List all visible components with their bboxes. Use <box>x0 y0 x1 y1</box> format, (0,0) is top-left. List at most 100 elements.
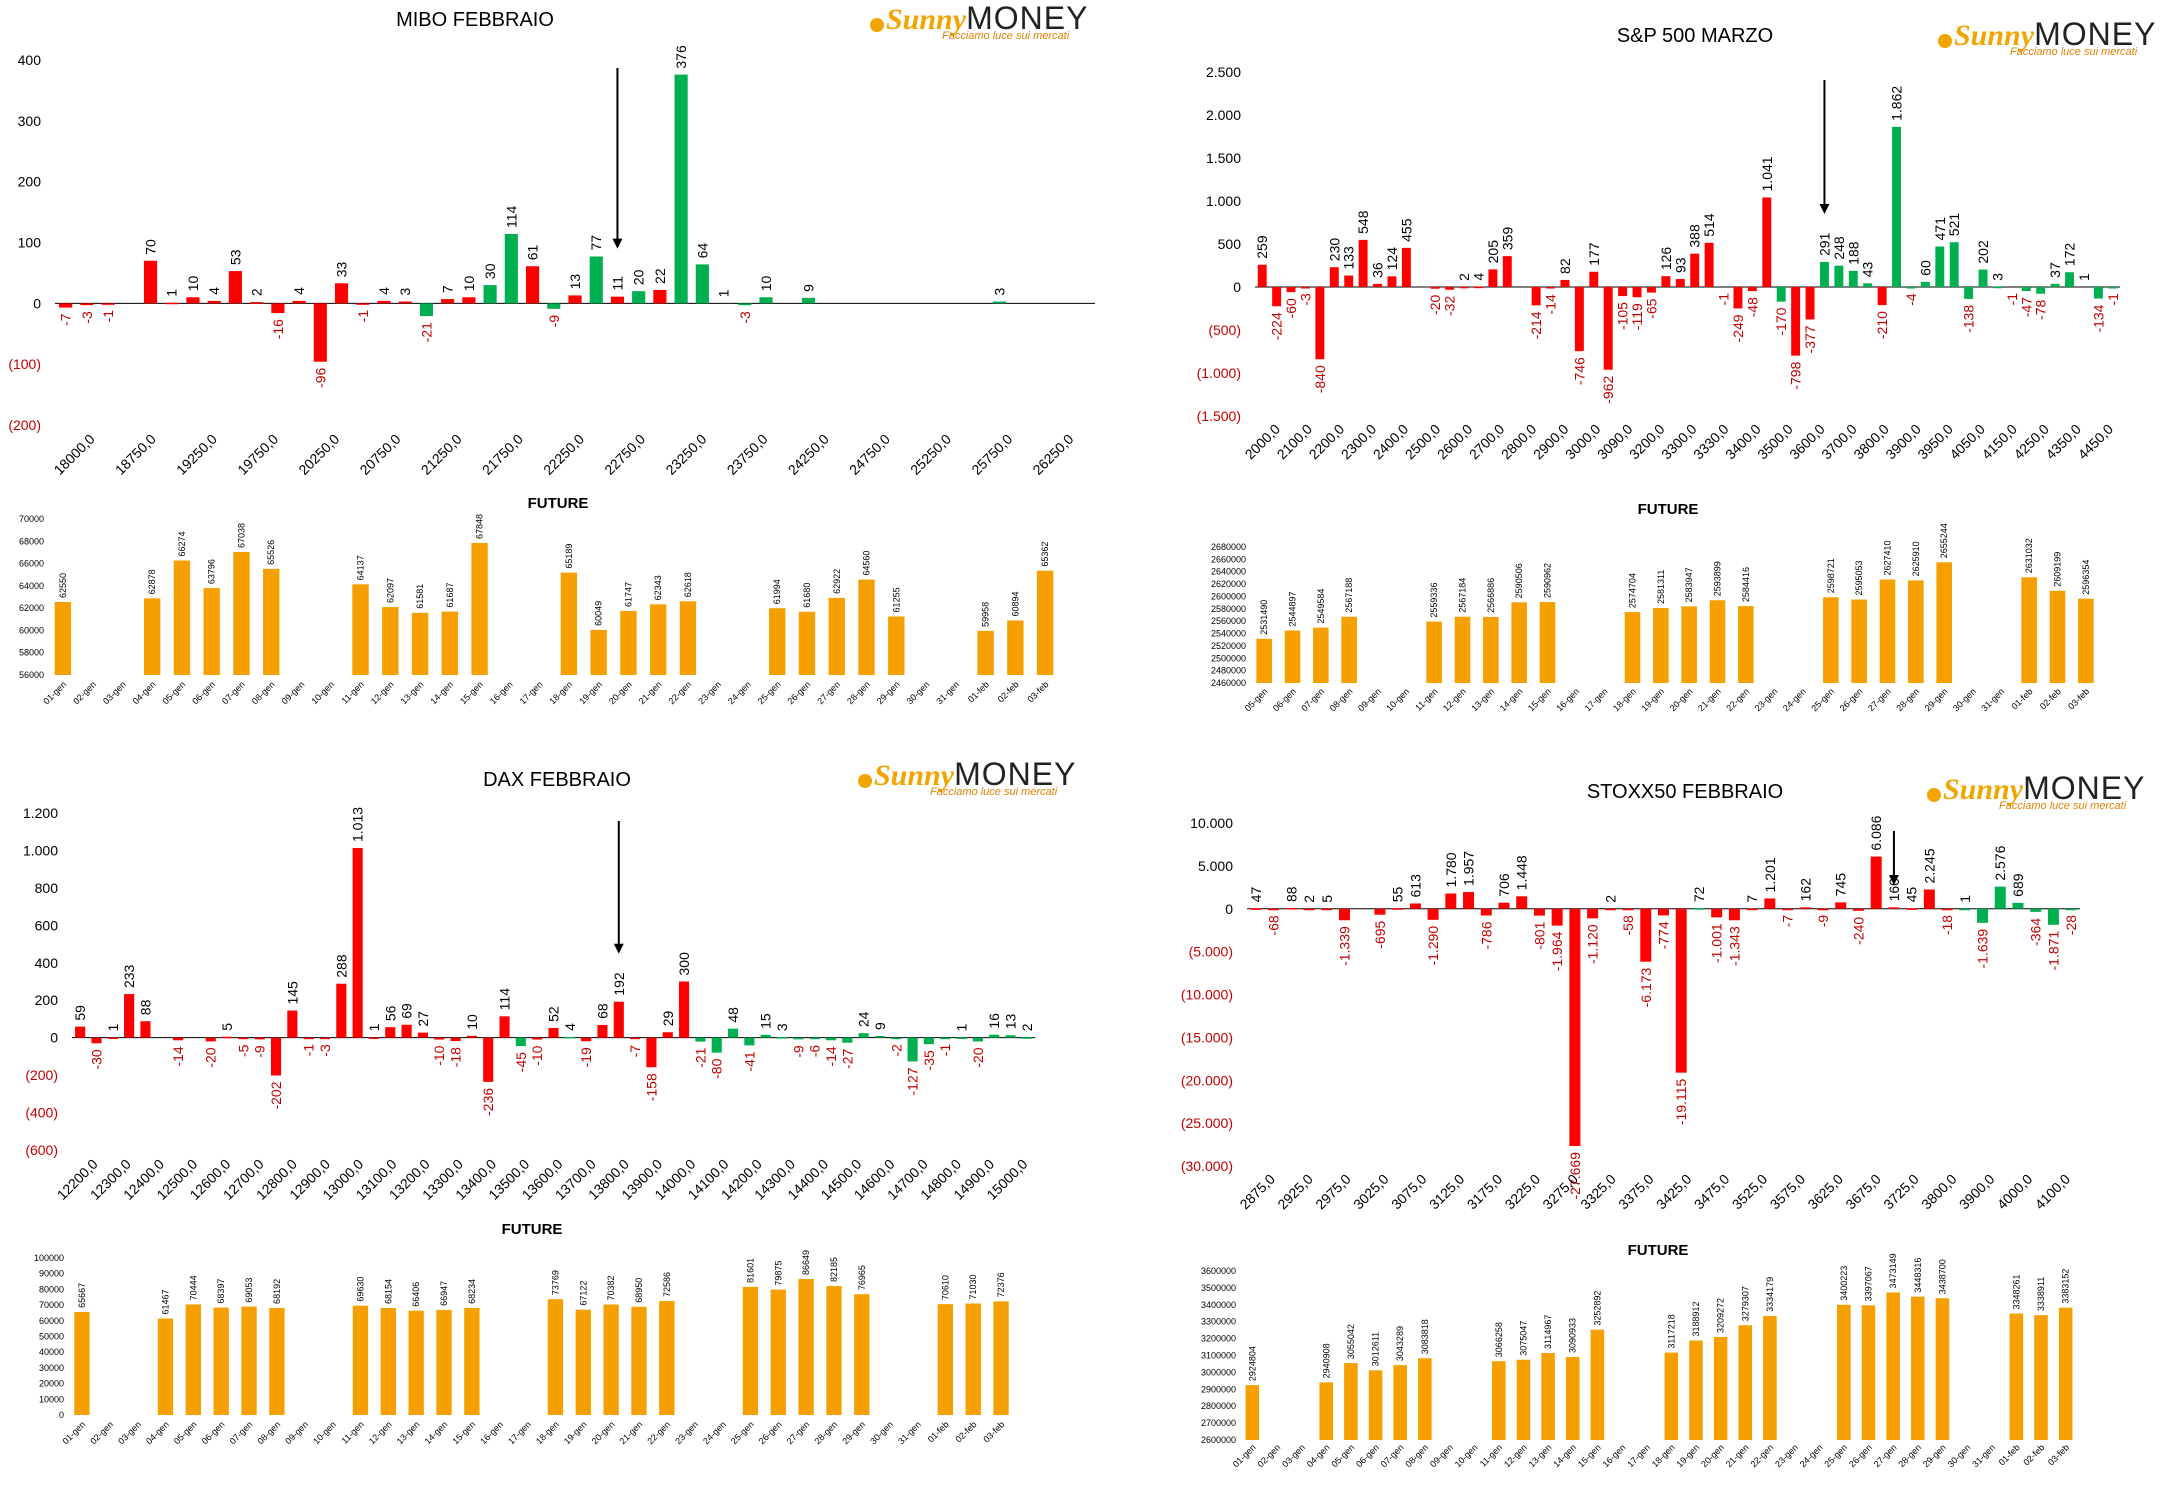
y-tick-label: 1.200 <box>23 805 58 821</box>
future-date-label: 15-gen <box>1526 686 1553 713</box>
y-tick-label: 2.500 <box>1206 64 1241 80</box>
future-bar <box>560 572 578 675</box>
sun-icon <box>1927 787 1941 802</box>
future-value-label: 3438700 <box>1937 1259 1947 1294</box>
future-bar <box>1541 1352 1555 1440</box>
bar <box>1374 908 1386 915</box>
future-value-label: 72586 <box>662 1272 672 1297</box>
data-label: -14 <box>823 1046 839 1066</box>
future-value-label: 3348261 <box>2011 1274 2021 1309</box>
y-tick-label: (10.000) <box>1181 987 1233 1003</box>
future-date-label: 29-gen <box>875 679 902 706</box>
future-date-label: 22-gen <box>1724 686 1751 713</box>
future-y-tick-label: 3300000 <box>1201 1317 1236 1327</box>
logo: SunnyMONEY Facciamo luce sui mercati <box>870 2 1088 42</box>
bar <box>662 1032 673 1038</box>
data-label: 2 <box>1019 1023 1035 1031</box>
bar <box>165 302 179 305</box>
future-value-label: 3279307 <box>1740 1286 1750 1321</box>
data-label: 188 <box>1845 241 1861 265</box>
x-tick-label: 21250,0 <box>418 431 465 478</box>
future-date-label: 27-gen <box>815 679 842 706</box>
future-date-label: 01-gen <box>60 1419 87 1446</box>
data-label: -1.001 <box>1709 923 1725 963</box>
data-label: -746 <box>1571 357 1587 385</box>
x-tick-label: 2100,0 <box>1274 421 1316 463</box>
future-value-label: 69630 <box>355 1277 365 1302</box>
data-label: 1 <box>2076 273 2092 281</box>
bar <box>1764 898 1776 909</box>
bar <box>1941 908 1953 911</box>
data-label: 2 <box>1602 895 1618 903</box>
y-tick-label: 400 <box>18 52 42 68</box>
future-bar <box>2021 577 2037 683</box>
future-date-label: 03-gen <box>101 679 128 706</box>
future-date-label: 23-gen <box>673 1419 700 1446</box>
data-label: 259 <box>1254 235 1270 259</box>
future-date-label: 27-gen <box>1872 1442 1899 1469</box>
future-y-tick-label: 50000 <box>39 1332 64 1342</box>
data-label: -5 <box>235 1044 251 1057</box>
x-tick-label: 22250,0 <box>540 431 587 478</box>
future-date-label: 30-gen <box>1946 1442 1973 1469</box>
future-bar <box>2078 598 2094 683</box>
future-date-label: 25-gen <box>729 1419 756 1446</box>
data-label: -1.871 <box>2045 931 2061 971</box>
data-label: -96 <box>312 368 328 388</box>
future-bar <box>993 1301 1009 1415</box>
data-label: 69 <box>399 1003 415 1019</box>
x-tick-label: 2200,0 <box>1306 421 1348 463</box>
future-value-label: 2566886 <box>1486 578 1496 613</box>
data-label: 3 <box>1989 273 2005 281</box>
future-value-label: 3400223 <box>1839 1266 1849 1301</box>
bar <box>1747 287 1757 292</box>
future-date-label: 05-gen <box>1329 1442 1356 1469</box>
data-label: -1 <box>937 1044 953 1057</box>
data-label: 114 <box>497 988 513 1011</box>
data-label: -364 <box>2028 918 2044 946</box>
future-value-label: 2596354 <box>2081 560 2091 595</box>
logo-sunny: Sunny <box>886 3 967 36</box>
future-bar <box>1565 1357 1580 1440</box>
future-value-label: 2583947 <box>1684 567 1694 602</box>
bar <box>1640 908 1652 962</box>
future-date-label: 11-gen <box>1478 1442 1504 1468</box>
bar <box>1473 286 1483 289</box>
future-bar <box>157 1318 174 1415</box>
data-label: -19.115 <box>1673 1078 1689 1125</box>
stoxx50-panel: STOXX50 FEBBRAIO 10.000 5.000 0 (5.000) (10.0… <box>1180 750 2160 1494</box>
x-tick-label: 4450,0 <box>2075 421 2117 463</box>
data-label: -1 <box>2105 293 2121 306</box>
y-tick-label: (200) <box>25 1067 58 1083</box>
future-bar <box>1368 1370 1383 1440</box>
y-tick-label: (20.000) <box>1181 1072 1233 1088</box>
bar <box>632 291 646 304</box>
x-tick-label: 3900,0 <box>1956 1171 1998 1213</box>
bar <box>401 1024 412 1038</box>
future-value-label: 61747 <box>623 582 633 607</box>
x-tick-label: 3200,0 <box>1626 421 1668 463</box>
future-y-tick-label: 3500000 <box>1201 1283 1236 1293</box>
data-label: 52 <box>546 1006 562 1022</box>
bar <box>368 1037 380 1039</box>
future-date-label: 14-gen <box>1551 1442 1578 1469</box>
logo: SunnyMONEY Facciamo luce sui mercati <box>1927 772 2145 812</box>
data-label: 10 <box>464 1014 480 1030</box>
bar <box>1272 287 1282 307</box>
future-date-label: 27-gen <box>1866 686 1893 713</box>
future-bar <box>2034 1315 2048 1440</box>
future-date-label: 23-gen <box>1773 1442 1800 1469</box>
future-date-label: 07-gen <box>228 1419 255 1446</box>
future-value-label: 2590506 <box>1514 563 1524 598</box>
bar <box>124 994 135 1038</box>
bar <box>1401 247 1411 287</box>
bar <box>711 1037 722 1053</box>
future-bar <box>269 1307 285 1415</box>
data-label: -1.343 <box>1726 926 1742 966</box>
future-bar <box>1935 1298 1950 1440</box>
x-tick-label: 26250,0 <box>1029 431 1076 478</box>
data-label: 177 <box>1586 242 1602 266</box>
bar <box>1675 279 1685 287</box>
future-value-label: 3473149 <box>1888 1253 1898 1288</box>
future-date-label: 24-gen <box>726 679 753 706</box>
